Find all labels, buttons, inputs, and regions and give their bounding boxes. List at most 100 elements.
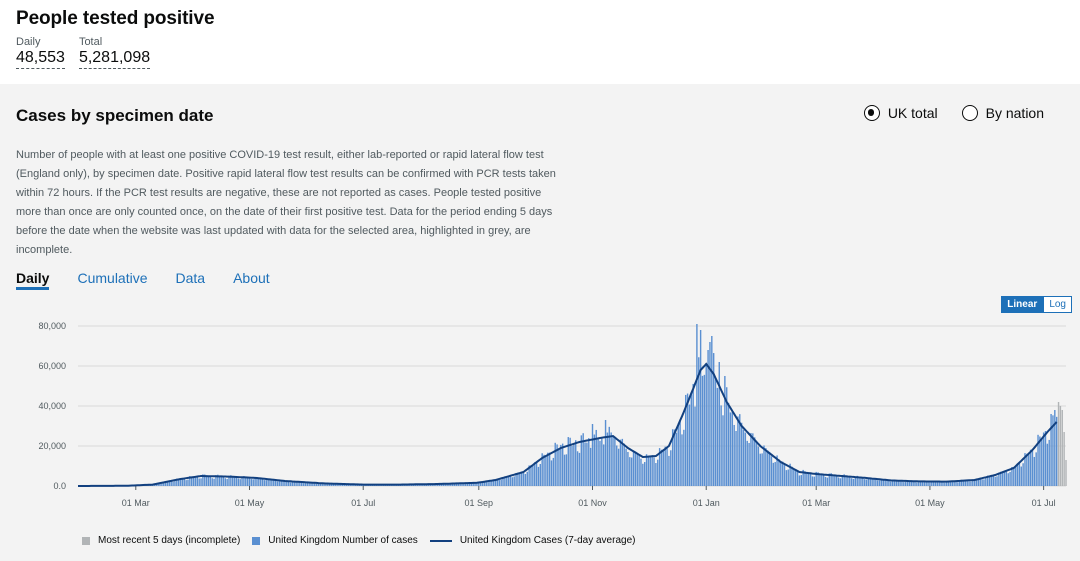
bar	[712, 353, 715, 486]
bar	[491, 479, 493, 486]
bar	[170, 480, 172, 486]
bar	[343, 484, 346, 486]
bar	[918, 482, 920, 486]
bar	[560, 444, 562, 486]
bar	[949, 481, 952, 486]
bar	[256, 477, 258, 486]
bar	[899, 480, 901, 486]
bar	[966, 480, 968, 486]
bar	[942, 482, 944, 486]
bar	[211, 478, 213, 486]
bar	[800, 475, 802, 486]
bar	[295, 481, 297, 486]
bar	[692, 383, 694, 486]
legend-item-cases[interactable]: United Kingdom Number of cases	[252, 535, 418, 546]
bar	[787, 469, 789, 486]
bar	[284, 480, 286, 486]
bar	[537, 466, 540, 486]
bar	[468, 483, 471, 486]
legend-swatch-grey	[82, 536, 90, 545]
daily-label: Daily	[16, 36, 41, 48]
x-tick-label: 01 Mar	[122, 498, 150, 508]
bar	[1052, 415, 1054, 486]
bar	[994, 476, 996, 486]
y-tick-label: 60,000	[38, 361, 66, 371]
tab-cumulative[interactable]: Cumulative	[77, 270, 148, 286]
radio-unchecked-icon[interactable]	[961, 105, 978, 121]
legend-item-average[interactable]: United Kingdom Cases (7-day average)	[429, 535, 635, 546]
bar	[541, 453, 543, 486]
bar	[670, 450, 672, 486]
bar	[1005, 471, 1008, 486]
radio-uk-total[interactable]: UK total	[863, 105, 938, 121]
bar	[906, 480, 909, 486]
total-value[interactable]: 5,281,098	[78, 49, 151, 69]
chart-tabs: Daily Cumulative Data About	[16, 270, 270, 290]
bar	[183, 478, 185, 486]
bar	[912, 480, 914, 486]
bar	[731, 411, 734, 486]
incomplete-bar-series	[1057, 402, 1067, 486]
bar	[733, 424, 735, 486]
scale-linear-button[interactable]: Linear	[1001, 296, 1044, 313]
bar	[673, 429, 676, 486]
tab-data[interactable]: Data	[175, 270, 206, 286]
series-line-7-day-average	[78, 362, 1058, 487]
chart-grid	[78, 325, 1066, 487]
bar	[433, 484, 435, 486]
bar	[1003, 471, 1006, 486]
daily-value[interactable]: 48,553	[16, 49, 65, 69]
bar	[591, 424, 594, 486]
bar	[250, 479, 253, 486]
bar	[793, 469, 795, 486]
legend-label-incomplete: Most recent 5 days (incomplete)	[98, 535, 241, 546]
bar	[1029, 449, 1032, 486]
bar	[306, 481, 308, 486]
bar	[655, 463, 657, 486]
tab-about[interactable]: About	[233, 270, 270, 286]
bar	[774, 462, 776, 486]
radio-checked-icon[interactable]	[863, 105, 880, 121]
legend-item-incomplete[interactable]: Most recent 5 days (incomplete)	[82, 535, 240, 546]
bar	[1018, 463, 1021, 486]
bar	[1033, 456, 1036, 486]
bar-incomplete	[1065, 460, 1067, 486]
bar	[975, 479, 978, 486]
bar	[582, 433, 584, 486]
tab-daily[interactable]: Daily	[16, 270, 50, 290]
bar	[446, 484, 448, 486]
bar	[228, 476, 230, 486]
bar	[832, 475, 834, 486]
bar	[420, 484, 422, 486]
bar	[748, 442, 750, 486]
bar	[735, 430, 737, 486]
bar	[727, 402, 730, 486]
bar	[627, 451, 629, 486]
bar	[427, 484, 430, 486]
bar	[502, 477, 504, 486]
bar	[781, 461, 784, 486]
bar	[325, 483, 327, 486]
bar	[923, 481, 926, 486]
bar	[545, 456, 547, 486]
bar	[504, 476, 506, 486]
x-tick-label: 01 May	[915, 498, 945, 508]
bar	[263, 480, 266, 486]
bar	[567, 437, 569, 486]
bar	[987, 475, 989, 486]
bar	[880, 478, 883, 486]
bar	[681, 434, 683, 486]
bar	[878, 480, 881, 486]
bar	[726, 387, 728, 486]
bar	[191, 476, 193, 486]
bar	[932, 480, 935, 486]
bar	[685, 394, 687, 486]
bar	[944, 482, 946, 486]
bar	[619, 439, 622, 486]
bar	[860, 477, 862, 486]
bar	[493, 479, 495, 486]
scale-log-button[interactable]: Log	[1043, 296, 1072, 313]
bar	[282, 480, 284, 486]
bar	[453, 483, 456, 486]
radio-by-nation[interactable]: By nation	[961, 105, 1044, 121]
